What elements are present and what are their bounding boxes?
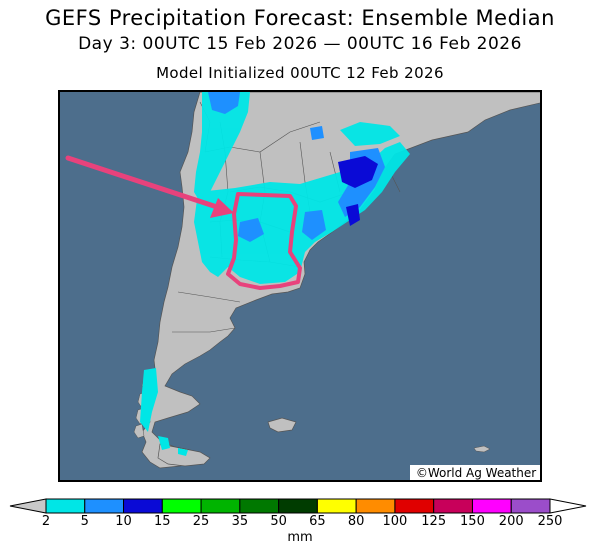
- colorbar-swatch: [316, 498, 357, 514]
- colorbar-swatch: [433, 498, 473, 514]
- colorbar-swatch: [123, 498, 163, 514]
- colorbar: [9, 498, 587, 514]
- map-title: GEFS Precipitation Forecast: Ensemble Me…: [45, 6, 555, 30]
- colorbar-swatch: [510, 498, 551, 514]
- colorbar-tick-label: 150: [460, 514, 485, 529]
- precip-10-15mm: [338, 156, 378, 226]
- colorbar-tick-label: 25: [192, 514, 210, 529]
- precip-chile-south: [140, 368, 188, 456]
- colorbar-tick-label: 35: [231, 514, 249, 529]
- colorbar-swatch: [394, 498, 435, 514]
- map-canvas: [65, 92, 540, 469]
- colorbar-tick-label: 50: [270, 514, 287, 529]
- colorbar-tick-label: 250: [537, 514, 563, 529]
- colorbar-tick-label: 65: [309, 514, 326, 529]
- colorbar-tick-label: 100: [382, 514, 408, 529]
- colorbar-tick-label: 80: [347, 514, 365, 529]
- colorbar-swatch: [45, 498, 86, 514]
- colorbar-tick-label: 2: [41, 514, 51, 529]
- land-falkland-islands: [267, 417, 297, 433]
- colorbar-swatch: [84, 498, 125, 514]
- colorbar-swatch: [239, 498, 280, 514]
- arrow-head-icon: [210, 198, 234, 218]
- colorbar-swatch: [355, 498, 396, 514]
- colorbar-under-triangle: [9, 498, 47, 514]
- colorbar-swatch: [161, 498, 202, 514]
- land-south-georgia: [473, 445, 491, 453]
- precipitation-map: ©World Ag Weather: [58, 90, 542, 482]
- init-time: Model Initialized 00UTC 12 Feb 2026: [156, 64, 444, 82]
- highlight-arrow-icon: [65, 155, 223, 211]
- colorbar-tick-label: 125: [421, 514, 447, 529]
- colorbar-tick-label: 200: [498, 514, 524, 529]
- colorbar-units: mm: [287, 530, 313, 545]
- colorbar-tick-label: 5: [80, 514, 89, 529]
- colorbar-over-triangle: [549, 498, 587, 514]
- colorbar-swatch: [200, 498, 241, 514]
- colorbar-tick-label: 10: [115, 514, 132, 529]
- colorbar-swatch: [471, 498, 512, 514]
- colorbar-tick-label: 15: [154, 514, 171, 529]
- credit-label: ©World Ag Weather: [410, 465, 540, 480]
- colorbar-swatch: [278, 498, 318, 514]
- highlight-region-outline: [226, 192, 302, 290]
- valid-period: Day 3: 00UTC 15 Feb 2026 — 00UTC 16 Feb …: [78, 34, 522, 54]
